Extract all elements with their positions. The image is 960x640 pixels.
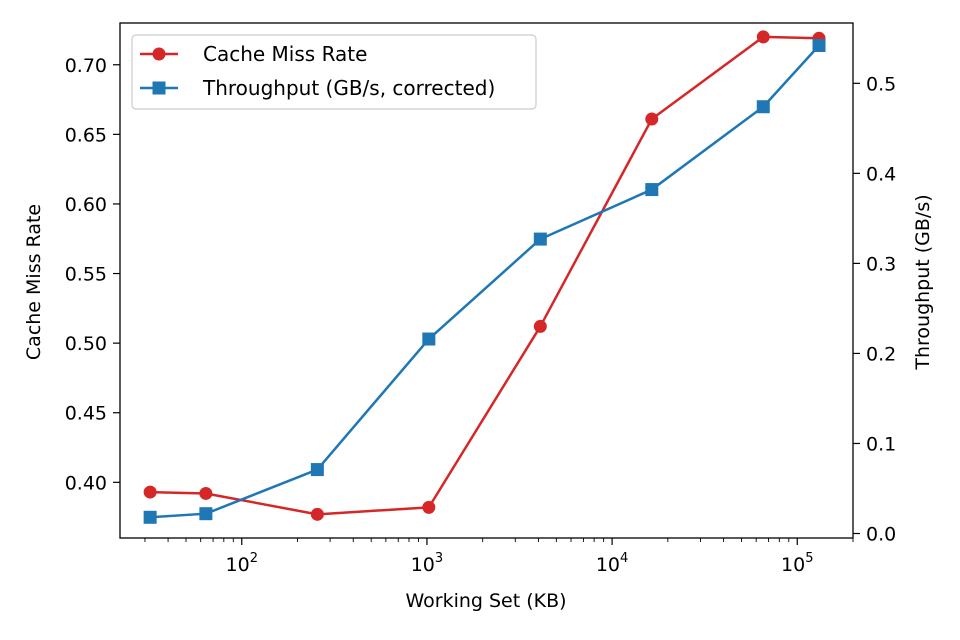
x-tick-label-base: 10 <box>596 554 620 576</box>
x-axis-label: Working Set (KB) <box>405 590 566 612</box>
x-tick-label-exponent: 3 <box>435 551 443 566</box>
data-point-throughput <box>422 332 436 346</box>
data-point-cache-miss-rate <box>310 507 324 521</box>
y-right-tick-label: 0.0 <box>866 523 896 545</box>
y-right-tick-label: 0.1 <box>866 433 896 455</box>
y-left-tick-label: 0.65 <box>65 124 107 146</box>
y-left-tick-label: 0.60 <box>65 194 107 216</box>
legend-marker-cache-miss-rate <box>152 47 166 61</box>
y-right-tick-label: 0.4 <box>866 163 896 185</box>
x-tick-label-base: 10 <box>411 554 435 576</box>
y-axis-left-label: Cache Miss Rate <box>23 204 45 360</box>
legend: Cache Miss Rate Throughput (GB/s, correc… <box>131 34 537 110</box>
x-tick-label: 105 <box>781 551 813 576</box>
series-line-throughput <box>150 44 820 519</box>
legend-marker-throughput <box>152 81 166 95</box>
x-tick-label-base: 10 <box>226 554 250 576</box>
x-tick-label-base: 10 <box>781 554 805 576</box>
y-left-tick-label: 0.70 <box>65 55 107 77</box>
x-tick-label-exponent: 5 <box>805 551 813 566</box>
data-point-throughput <box>199 507 213 521</box>
legend-box <box>131 34 537 110</box>
x-tick-label-exponent: 2 <box>250 551 258 566</box>
legend-label-throughput: Throughput (GB/s, corrected) <box>202 76 495 100</box>
data-point-throughput <box>812 39 826 53</box>
y-left-tick-label: 0.55 <box>65 264 107 286</box>
y-right-tick-label: 0.2 <box>866 343 896 365</box>
data-point-cache-miss-rate <box>422 500 436 514</box>
data-point-throughput <box>143 510 157 524</box>
x-tick-label: 103 <box>411 551 443 576</box>
x-tick-label-exponent: 4 <box>620 551 628 566</box>
y-right-tick-label: 0.3 <box>866 253 896 275</box>
y-axis-right-label: Throughput (GB/s) <box>912 194 934 370</box>
y-left-tick-label: 0.50 <box>65 333 107 355</box>
legend-label-cache-miss-rate: Cache Miss Rate <box>203 42 367 66</box>
data-point-throughput <box>645 183 659 197</box>
data-point-cache-miss-rate <box>756 30 770 44</box>
data-point-throughput <box>533 232 547 246</box>
y-right-tick-label: 0.5 <box>866 73 896 95</box>
x-tick-label: 102 <box>226 551 258 576</box>
data-point-throughput <box>756 100 770 114</box>
tick-layer: 102 103 104 1050.400.450.500.550.600.650.70… <box>65 55 897 576</box>
data-point-cache-miss-rate <box>143 485 157 499</box>
x-tick-label: 104 <box>596 551 628 576</box>
plot-frame <box>119 22 854 539</box>
y-left-tick-label: 0.45 <box>65 403 107 425</box>
data-point-throughput <box>310 463 324 477</box>
data-point-cache-miss-rate <box>199 486 213 500</box>
data-point-cache-miss-rate <box>645 112 659 126</box>
series-layer <box>143 30 826 524</box>
y-left-tick-label: 0.40 <box>65 472 107 494</box>
data-point-cache-miss-rate <box>533 319 547 333</box>
series-line-cache-miss-rate <box>150 35 820 516</box>
